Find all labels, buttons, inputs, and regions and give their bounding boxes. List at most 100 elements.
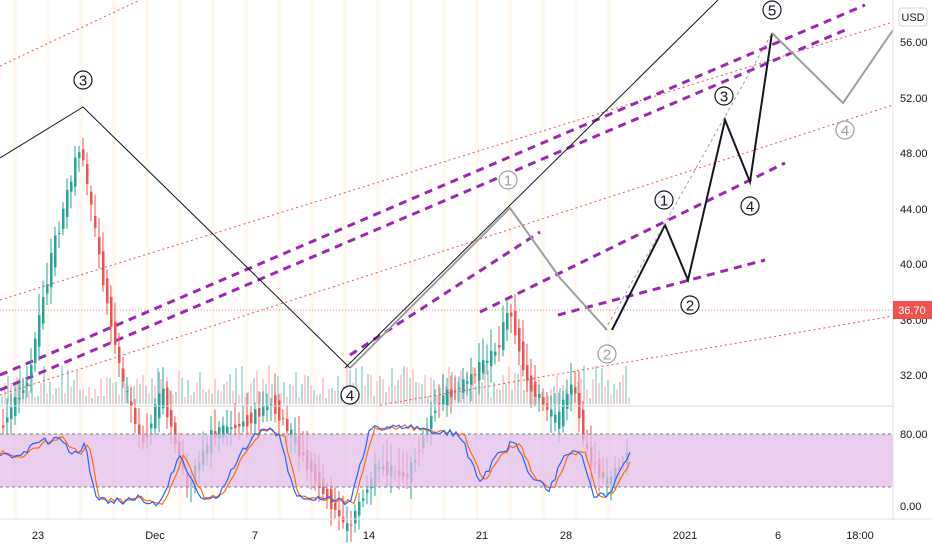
- volume-bar: [340, 395, 342, 404]
- volume-bar: [49, 382, 51, 404]
- candle-body: [334, 503, 337, 510]
- volume-bar: [247, 392, 249, 404]
- stoch-tick-label: 0.00: [900, 501, 921, 513]
- candle-body: [518, 327, 521, 352]
- volume-bar: [472, 367, 474, 404]
- volume-bar: [436, 395, 438, 404]
- volume-bar: [547, 396, 549, 404]
- volume-bar: [250, 383, 252, 404]
- candle-body: [234, 424, 237, 429]
- volume-bar: [604, 387, 606, 404]
- candle-body: [218, 427, 221, 439]
- candle-body: [54, 235, 57, 268]
- elliott-leg: [82, 106, 351, 369]
- volume-bar: [484, 365, 486, 404]
- candle-body: [10, 407, 13, 420]
- volume-bar: [43, 366, 45, 404]
- candle-body: [494, 351, 497, 356]
- volume-bar: [505, 384, 507, 404]
- session-stripe: [310, 0, 314, 519]
- volume-bar: [55, 388, 57, 404]
- session-stripe: [145, 0, 149, 519]
- volume-bar: [241, 366, 243, 404]
- volume-bar: [382, 379, 384, 404]
- candle-body: [478, 362, 481, 381]
- candle-body: [62, 208, 65, 229]
- volume-bars: [1, 365, 630, 404]
- price-tick-label: 56.00: [900, 37, 928, 49]
- candle-body: [290, 429, 293, 437]
- session-stripe: [343, 0, 347, 519]
- trendlines: [0, 0, 894, 406]
- candle-body: [326, 488, 329, 498]
- candle-body: [174, 422, 177, 445]
- volume-bar: [73, 380, 75, 404]
- volume-bar: [178, 371, 180, 404]
- time-axis: 23 Dec 7 14 21 28 2021 6 18:00: [32, 530, 874, 542]
- candle-body: [538, 393, 541, 398]
- candle-body: [58, 232, 61, 235]
- candle-body: [362, 498, 365, 501]
- candle-body: [222, 425, 225, 438]
- wave-label: 1: [504, 173, 512, 190]
- volume-bar: [529, 380, 531, 404]
- volume-bar: [628, 397, 630, 404]
- volume-bar: [595, 366, 597, 404]
- candle-body: [170, 410, 173, 427]
- candle-body: [6, 417, 9, 423]
- candle-body: [446, 389, 449, 406]
- stochastic-lines: [0, 424, 631, 507]
- currency-badge[interactable]: USD: [898, 7, 928, 27]
- volume-bar: [421, 384, 423, 404]
- volume-bar: [412, 369, 414, 404]
- candle-body: [466, 381, 469, 384]
- volume-bar: [523, 390, 525, 404]
- candle-body: [426, 431, 429, 433]
- session-stripe: [475, 0, 479, 519]
- candle-body: [82, 149, 85, 161]
- wave-marker: [740, 196, 760, 216]
- volume-bar: [238, 395, 240, 404]
- volume-bar: [613, 384, 615, 404]
- candle-body: [554, 414, 557, 423]
- volume-bar: [127, 386, 129, 404]
- volume-bar: [319, 394, 321, 404]
- volume-bar: [1, 396, 3, 404]
- candle-body: [514, 310, 517, 336]
- candle-body: [30, 364, 33, 377]
- volume-bar: [175, 392, 177, 404]
- purple-channel-line: [557, 258, 766, 317]
- candle-body: [346, 523, 349, 532]
- volume-bar: [88, 387, 90, 404]
- volume-bar: [346, 367, 348, 404]
- wave-label: 1: [660, 193, 668, 210]
- wave-label: 4: [841, 123, 849, 140]
- red-channel-line: [0, 104, 894, 396]
- last-price-badge: 36.70: [893, 301, 932, 319]
- volume-bar: [499, 390, 501, 404]
- volume-bar: [586, 389, 588, 404]
- wave-marker: [597, 344, 617, 364]
- price-tick-label: 48.00: [900, 148, 928, 160]
- time-tick-label: 28: [560, 530, 572, 542]
- session-stripe: [79, 0, 83, 519]
- grey-wave-path: [349, 206, 608, 369]
- volume-bar: [502, 375, 504, 404]
- volume-bar: [265, 384, 267, 404]
- candle-body: [438, 403, 441, 405]
- candle-body: [50, 252, 53, 288]
- candle-body: [22, 390, 25, 393]
- volume-bar: [400, 375, 402, 404]
- candle-body: [242, 421, 245, 427]
- volume-bar: [433, 380, 435, 404]
- wave-marker: [498, 170, 518, 190]
- candle-body: [86, 163, 89, 184]
- price-tick-label: 44.00: [900, 204, 928, 216]
- volume-bar: [100, 379, 102, 404]
- candle-body: [18, 397, 21, 400]
- volume-bar: [460, 371, 462, 404]
- volume-bar: [154, 385, 156, 404]
- candle-body: [434, 410, 437, 413]
- purple-channel-line: [0, 3, 866, 377]
- candle-body: [506, 312, 509, 330]
